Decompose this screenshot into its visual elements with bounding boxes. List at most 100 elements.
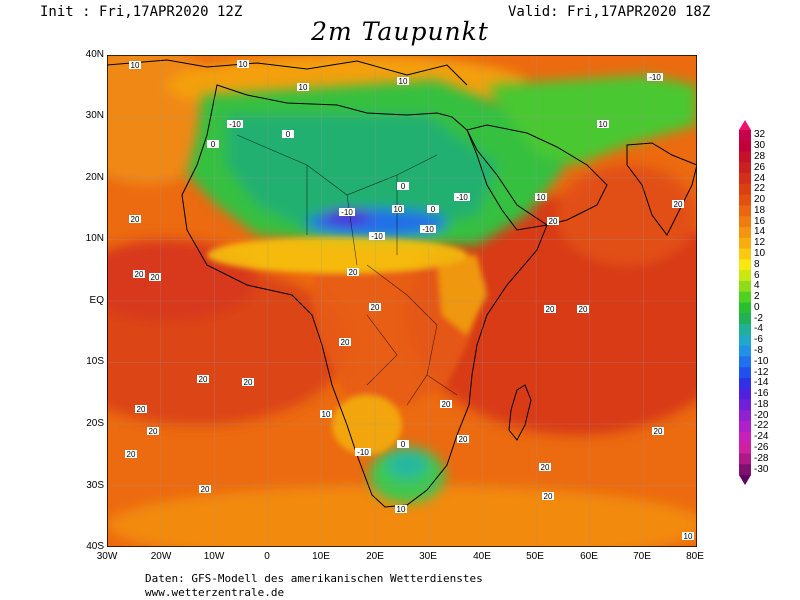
madagascar-coastline — [508, 384, 532, 441]
legend-label: -2 — [754, 312, 763, 324]
lat-label-30n: 30N — [85, 110, 104, 121]
contour-label: 20 — [242, 378, 254, 387]
contour-label: 0 — [427, 205, 439, 214]
svg-text:10: 10 — [394, 205, 403, 214]
lon-label-80e: 80E — [686, 551, 704, 562]
legend-label: -6 — [754, 334, 763, 346]
svg-text:20: 20 — [135, 270, 144, 279]
svg-text:10: 10 — [322, 410, 331, 419]
kalahari-dry — [387, 451, 427, 479]
contour-label: 20 — [133, 270, 145, 279]
contour-label: 0 — [282, 130, 294, 139]
legend-label: -14 — [754, 377, 769, 389]
svg-text:20: 20 — [131, 215, 140, 224]
svg-text:20: 20 — [244, 378, 253, 387]
grid-lines — [107, 55, 697, 547]
lat-label-20s: 20S — [86, 418, 104, 429]
lat-label-40s: 40S — [86, 541, 104, 552]
legend-swatch — [739, 442, 751, 454]
contour-label: 20 — [547, 217, 559, 226]
svg-text:-10: -10 — [649, 73, 661, 82]
contour-label: -10 — [647, 73, 663, 82]
legend-label: -24 — [754, 431, 769, 443]
contour-label: -10 — [454, 193, 470, 202]
contour-label: 20 — [347, 268, 359, 277]
legend-swatch — [739, 194, 751, 206]
svg-text:20: 20 — [549, 217, 558, 226]
legend-label: 12 — [754, 237, 766, 249]
legend-label: -30 — [754, 463, 769, 475]
data-source-text: Daten: GFS-Modell des amerikanischen Wet… — [145, 572, 483, 585]
legend-swatch — [739, 302, 751, 314]
contour-label: 10 — [535, 193, 547, 202]
legend-swatch — [739, 216, 751, 228]
legend-label: -20 — [754, 409, 769, 421]
legend-label: -8 — [754, 345, 763, 357]
contour-label: 20 — [369, 303, 381, 312]
contour-label: 10 — [597, 120, 609, 129]
legend-swatch — [739, 248, 751, 260]
legend-label: 30 — [754, 140, 766, 152]
contour-label: 20 — [440, 400, 452, 409]
legend-label: 28 — [754, 150, 766, 162]
valid-time: Valid: Fri,17APR2020 18Z — [508, 4, 711, 20]
svg-text:20: 20 — [674, 200, 683, 209]
sahel-transition — [207, 237, 467, 273]
svg-text:20: 20 — [459, 435, 468, 444]
contour-label: 20 — [135, 405, 147, 414]
svg-text:20: 20 — [541, 463, 550, 472]
legend-label: 14 — [754, 226, 766, 238]
svg-text:0: 0 — [401, 440, 406, 449]
svg-text:20: 20 — [201, 485, 210, 494]
border-line — [366, 314, 458, 396]
legend-label: 8 — [754, 258, 760, 270]
legend-swatch — [739, 162, 751, 174]
contour-label: 0 — [397, 182, 409, 191]
legend-swatch — [739, 227, 751, 239]
legend-swatch — [739, 356, 751, 368]
legend-label: 26 — [754, 161, 766, 173]
legend-swatch — [739, 183, 751, 196]
africa-coastline — [181, 84, 548, 508]
svg-text:20: 20 — [579, 305, 588, 314]
contour-label: 20 — [125, 450, 137, 459]
contour-label: 10 — [392, 205, 404, 214]
legend-label: -12 — [754, 366, 769, 378]
contour-label: 20 — [199, 485, 211, 494]
legend-swatch — [739, 151, 751, 163]
legend-swatch — [739, 421, 751, 433]
legend-swatch — [739, 205, 751, 217]
svg-text:20: 20 — [341, 338, 350, 347]
arabian-sea-warm — [557, 165, 697, 265]
svg-text:20: 20 — [199, 375, 208, 384]
lon-label-20w: 20W — [150, 551, 172, 562]
svg-text:-10: -10 — [456, 193, 468, 202]
legend-label: -4 — [754, 323, 763, 335]
lat-label-20n: 20N — [85, 172, 104, 183]
legend-label: 6 — [754, 269, 760, 281]
lon-label-20e: 20E — [366, 551, 384, 562]
legend-label: 22 — [754, 183, 766, 195]
contour-label: 20 — [672, 200, 684, 209]
svg-text:20: 20 — [349, 268, 358, 277]
contour-label: -10 — [420, 225, 436, 234]
legend-label: 16 — [754, 215, 766, 227]
contour-label: 10 — [320, 410, 332, 419]
lon-label-10w: 10W — [203, 551, 225, 562]
init-time: Init : Fri,17APR2020 12Z — [40, 4, 243, 20]
svg-text:20: 20 — [546, 305, 555, 314]
lat-label-eq: EQ — [89, 295, 104, 306]
svg-text:10: 10 — [399, 77, 408, 86]
contour-label: -10 — [227, 120, 243, 129]
svg-text:10: 10 — [299, 83, 308, 92]
legend-label: 4 — [754, 280, 760, 292]
lon-label-30e: 30E — [419, 551, 437, 562]
svg-text:10: 10 — [131, 61, 140, 70]
europe-coastline — [107, 59, 468, 86]
legend-label: 20 — [754, 194, 766, 206]
svg-text:20: 20 — [371, 303, 380, 312]
lon-label-60e: 60E — [580, 551, 598, 562]
svg-text:20: 20 — [544, 492, 553, 501]
contour-label: 0 — [397, 440, 409, 449]
legend-swatch — [739, 345, 751, 357]
